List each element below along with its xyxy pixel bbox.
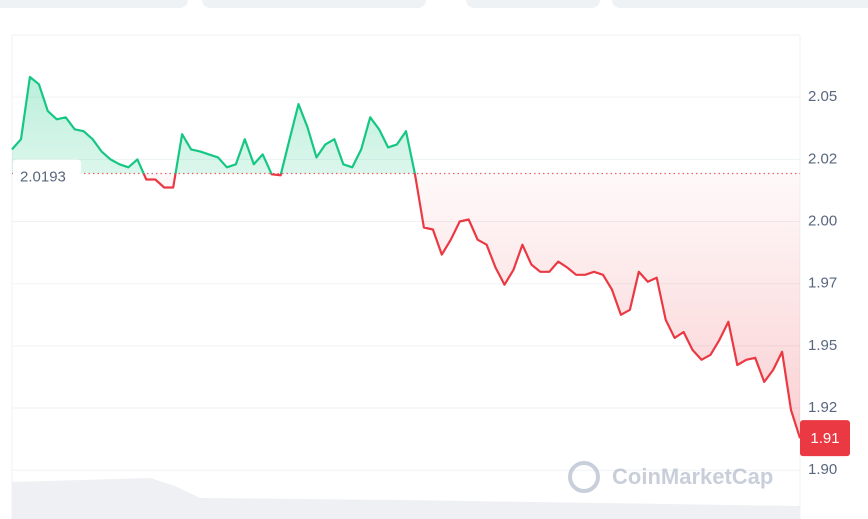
- watermark: CoinMarketCap: [568, 461, 773, 493]
- reference-label: 2.0193: [20, 168, 66, 185]
- y-tick-label: 2.05: [808, 88, 837, 105]
- reference-label-bg: [13, 159, 81, 184]
- price-label: 1.91: [810, 430, 839, 447]
- watermark-logo: [568, 461, 600, 493]
- volume-area: [12, 478, 800, 519]
- y-tick-label: 1.95: [808, 337, 837, 354]
- watermark-text: CoinMarketCap: [612, 464, 773, 489]
- area: [12, 77, 800, 439]
- y-tick-label: 2.00: [808, 212, 837, 229]
- tab[interactable]: [466, 0, 600, 8]
- labels: 2.05 2.02 2.00 1.97 1.95 1.92 1.90 2.0193 1.91: [13, 88, 850, 478]
- y-tick-label: 1.92: [808, 399, 837, 416]
- tab[interactable]: [0, 0, 188, 8]
- y-tick-label: 1.97: [808, 275, 837, 292]
- tab[interactable]: [612, 0, 868, 8]
- y-tick-label: 1.90: [808, 461, 837, 478]
- price-line: [11, 75, 802, 439]
- y-tick-label: 2.02: [808, 150, 837, 167]
- tab[interactable]: [202, 0, 426, 8]
- price-label-bg: [800, 420, 850, 457]
- marks: [11, 75, 802, 439]
